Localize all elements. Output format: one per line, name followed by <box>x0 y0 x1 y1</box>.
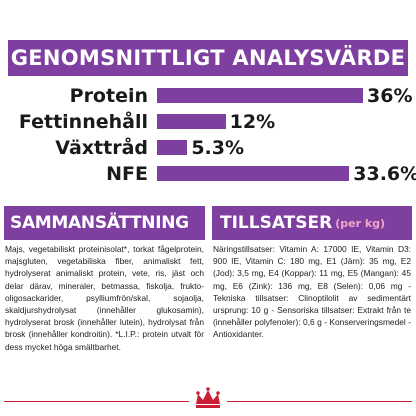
additives-text: Näringstillsatser: Vitamin A: 17000 IE, … <box>213 244 411 340</box>
page-title: GENOMSNITTLIGT ANALYSVÄRDE <box>10 46 406 70</box>
additives-heading-band: TILLSATSER (per kg) <box>212 206 412 240</box>
analysis-label: Växttråd <box>55 137 148 159</box>
analysis-row: NFE 33.6% <box>8 162 416 186</box>
analysis-row: Protein 36% <box>8 84 413 108</box>
analysis-value: 36% <box>367 85 413 107</box>
analysis-row: Fettinnehåll 12% <box>8 110 412 134</box>
analysis-bar <box>157 114 226 129</box>
analysis-label: NFE <box>106 163 148 185</box>
analysis-label: Protein <box>69 85 148 107</box>
additives-heading: TILLSATSER <box>220 213 333 233</box>
composition-heading-band: SAMMANSÄTTNING <box>4 206 205 240</box>
analysis-bar <box>157 88 363 103</box>
composition-text: Majs, vegetabiliskt proteinisolat*, tork… <box>5 244 204 352</box>
royal-crown-logo-icon <box>189 384 227 416</box>
title-band: GENOMSNITTLIGT ANALYSVÄRDE <box>8 40 408 76</box>
analysis-bar <box>157 140 188 155</box>
additives-heading-unit: (per kg) <box>335 216 386 230</box>
analysis-label: Fettinnehåll <box>18 111 148 133</box>
analysis-value: 12% <box>229 111 276 133</box>
analysis-bar <box>157 166 350 181</box>
analysis-row: Växttråd 5.3% <box>8 136 412 160</box>
composition-heading: SAMMANSÄTTNING <box>10 213 189 233</box>
analysis-value: 33.6% <box>353 163 416 185</box>
analysis-value: 5.3% <box>191 137 245 159</box>
